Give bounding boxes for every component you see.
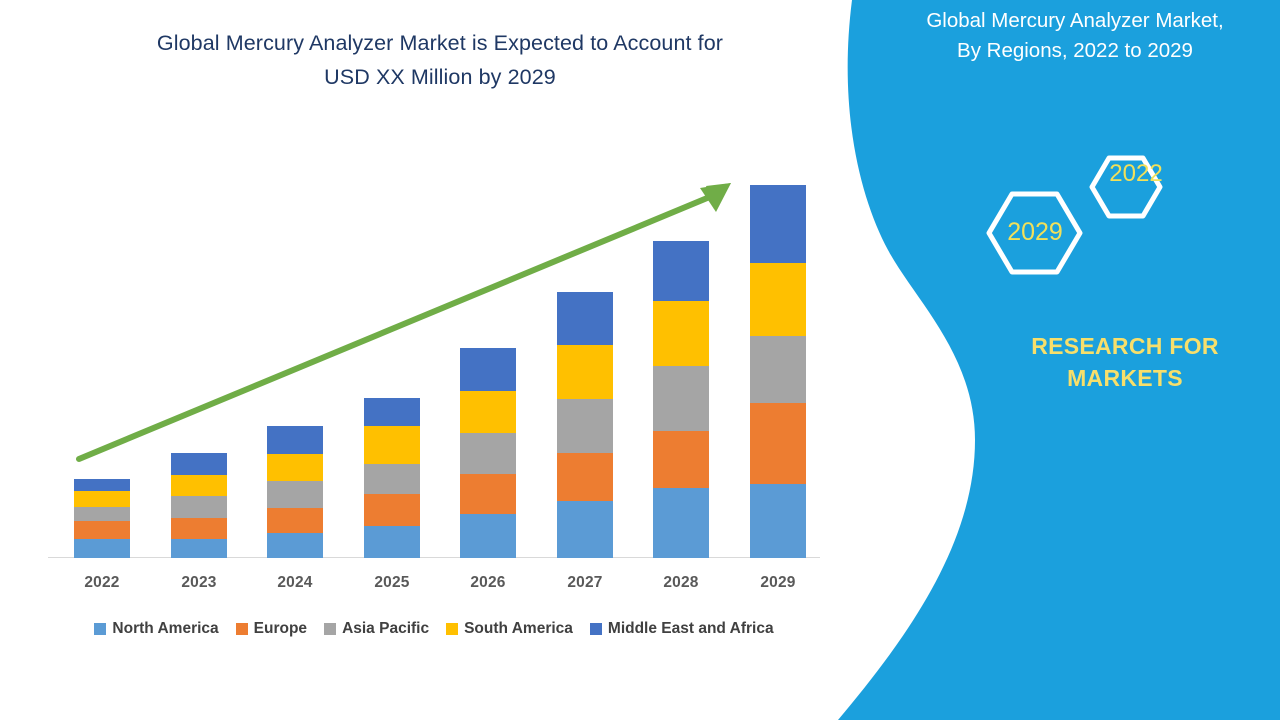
bar-segment xyxy=(171,518,227,539)
chart-legend: North America Europe Asia Pacific South Ame… xyxy=(48,617,820,641)
legend-swatch-icon xyxy=(94,623,107,635)
legend-item[interactable]: Middle East and Africa xyxy=(589,620,774,638)
bar-column-2023 xyxy=(171,453,227,558)
bar-segment xyxy=(460,514,516,558)
hexagon-2022-label: 2022 xyxy=(1109,160,1163,187)
brand-line-1: RESEARCH FOR xyxy=(1031,333,1219,359)
hexagon-2029-label: 2029 xyxy=(1007,218,1063,246)
bar-segment xyxy=(171,453,227,475)
bar-column-2025 xyxy=(364,398,420,558)
x-tick-2023: 2023 xyxy=(181,574,217,591)
bar-segment xyxy=(653,488,709,558)
bar-column-2022 xyxy=(74,479,130,558)
legend-label: North America xyxy=(112,620,219,637)
bar-segment xyxy=(74,521,130,539)
bar-segment xyxy=(267,426,323,454)
chart-title: Global Mercury Analyzer Market is Expect… xyxy=(90,26,790,94)
bar-segment xyxy=(74,491,130,507)
bar-segment xyxy=(267,454,323,481)
bar-segment xyxy=(653,431,709,488)
legend-label: South America xyxy=(464,620,573,637)
legend-label: Middle East and Africa xyxy=(607,620,774,637)
panel-title-line-1: Global Mercury Analyzer Market, xyxy=(926,9,1224,32)
bar-segment xyxy=(653,241,709,301)
bar-segment xyxy=(557,292,613,345)
bar-segment xyxy=(74,479,130,491)
bar-segment xyxy=(364,494,420,526)
legend-swatch-icon xyxy=(589,623,602,635)
bar-segment xyxy=(74,507,130,521)
bar-segment xyxy=(364,426,420,464)
x-tick-2022: 2022 xyxy=(84,574,120,591)
legend-swatch-icon xyxy=(235,623,248,635)
bar-segment xyxy=(364,464,420,494)
title-line-1: Global Mercury Analyzer Market is Expect… xyxy=(156,31,724,55)
title-line-2: USD XX Million by 2029 xyxy=(324,65,556,89)
panel-title-line-2: By Regions, 2022 to 2029 xyxy=(957,39,1193,62)
bar-column-2028 xyxy=(653,241,709,558)
x-tick-2025: 2025 xyxy=(374,574,410,591)
bar-segment xyxy=(171,475,227,496)
bar-segment xyxy=(750,336,806,403)
x-tick-2026: 2026 xyxy=(470,574,506,591)
legend-item[interactable]: North America xyxy=(94,620,219,638)
x-axis-tick-labels: 2022 2023 2024 2025 2026 2027 2028 2029 xyxy=(48,574,820,598)
bar-column-2029 xyxy=(750,185,806,558)
bar-segment xyxy=(364,398,420,426)
panel-title: Global Mercury Analyzer Market, By Regio… xyxy=(880,6,1270,66)
hexagon-2022-icon xyxy=(1089,155,1163,219)
x-tick-2028: 2028 xyxy=(663,574,699,591)
bar-column-2027 xyxy=(557,292,613,558)
bar-segment xyxy=(653,301,709,366)
bar-segment xyxy=(267,508,323,533)
bar-segment xyxy=(460,391,516,433)
x-tick-2027: 2027 xyxy=(567,574,603,591)
bar-segment xyxy=(557,345,613,399)
chart-region: Global Mercury Analyzer Market is Expect… xyxy=(48,26,820,641)
bar-segment xyxy=(267,533,323,558)
bar-segment xyxy=(750,263,806,336)
bar-segment xyxy=(460,433,516,474)
brand-wordmark: RESEARCH FOR MARKETS xyxy=(1000,330,1250,394)
bar-segment xyxy=(750,484,806,558)
plot-area xyxy=(48,160,820,558)
bar-segment xyxy=(74,539,130,558)
legend-label: Asia Pacific xyxy=(342,620,430,637)
bar-column-2026 xyxy=(460,348,516,558)
bar-segment xyxy=(557,501,613,558)
bar-segment xyxy=(460,348,516,391)
hexagon-badges: 2022 2029 xyxy=(975,140,1190,290)
legend-swatch-icon xyxy=(324,623,337,635)
bar-segment xyxy=(364,526,420,558)
legend-label: Europe xyxy=(253,620,308,637)
bar-segment xyxy=(267,481,323,508)
bar-segment xyxy=(653,366,709,431)
bar-segment xyxy=(171,539,227,558)
legend-item[interactable]: South America xyxy=(446,620,573,638)
bar-segment xyxy=(750,185,806,263)
x-tick-2029: 2029 xyxy=(760,574,796,591)
legend-swatch-icon xyxy=(446,623,459,635)
legend-item[interactable]: Asia Pacific xyxy=(324,620,429,638)
hexagon-2029-icon xyxy=(986,191,1083,275)
brand-line-2: MARKETS xyxy=(1067,365,1183,391)
bar-segment xyxy=(171,496,227,518)
x-tick-2024: 2024 xyxy=(277,574,313,591)
bar-column-2024 xyxy=(267,426,323,558)
legend-item[interactable]: Europe xyxy=(235,620,308,638)
x-axis-line xyxy=(48,557,820,558)
bar-segment xyxy=(557,399,613,453)
bar-segment xyxy=(460,474,516,514)
bar-segment xyxy=(557,453,613,501)
bar-segment xyxy=(750,403,806,484)
